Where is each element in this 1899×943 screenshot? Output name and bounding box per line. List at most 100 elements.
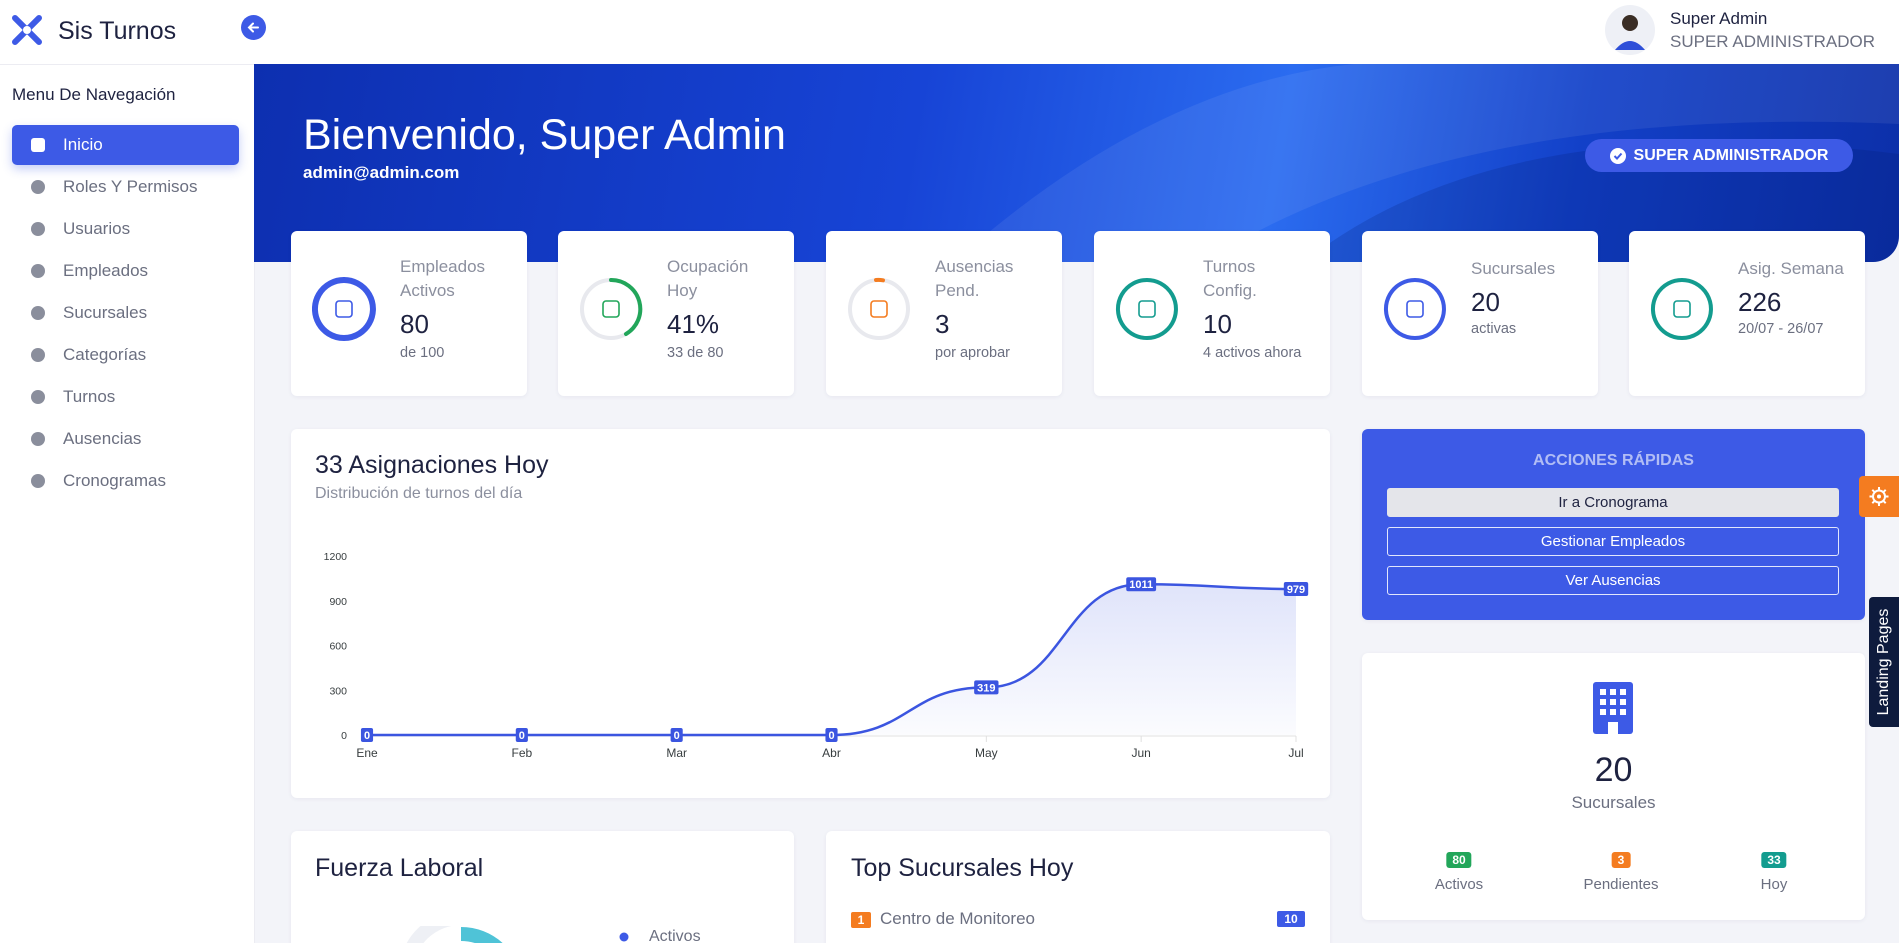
settings-tab[interactable]: [1859, 476, 1899, 517]
nav-item[interactable]: Categorías: [12, 335, 239, 375]
stat-value: 226: [1738, 287, 1782, 317]
sidebar: [0, 65, 255, 943]
x-tick-label: Feb: [511, 746, 532, 760]
gear-icon: [1869, 487, 1889, 506]
chart-card: 33 Asignaciones Hoy Distribución de turn…: [291, 429, 1330, 798]
nav-item[interactable]: Turnos: [12, 377, 239, 417]
y-tick-label: 1200: [324, 551, 348, 563]
nav-label: Empleados: [63, 261, 149, 280]
stat-value: 10: [1203, 309, 1232, 339]
rank-badge: 1: [851, 912, 871, 928]
x-tick-label: Mar: [666, 746, 687, 760]
quick-actions-title: ACCIONES RÁPIDAS: [1533, 452, 1694, 469]
nav-label: Ausencias: [63, 429, 142, 448]
stat-icon: [312, 277, 376, 341]
stat-label: Ausencias Pend.: [935, 257, 1014, 300]
x-tick-label: Abr: [822, 746, 841, 760]
stat-sub: activas: [1471, 321, 1517, 337]
y-tick-label: 300: [329, 685, 347, 697]
stat-label: Ocupación Hoy: [667, 257, 749, 300]
quick-action-button[interactable]: Ver Ausencias: [1387, 566, 1839, 595]
nav-item[interactable]: Sucursales: [12, 293, 239, 333]
stat-icon: [580, 277, 643, 340]
nav-item[interactable]: Cronogramas: [12, 461, 239, 501]
chart-title: 33 Asignaciones Hoy: [315, 451, 549, 479]
data-label-box: [670, 728, 683, 742]
nav-item[interactable]: Roles Y Permisos: [12, 167, 239, 207]
nav-icon: [31, 222, 45, 236]
stat-label: Asig. Semana: [1738, 259, 1844, 278]
stat-card: Sucursales 20 activas: [1362, 231, 1598, 396]
data-label: 0: [519, 730, 525, 742]
stat-icon: [1383, 278, 1446, 340]
top-branches-title: Top Sucursales Hoy: [851, 854, 1074, 882]
data-label: 1011: [1129, 579, 1153, 591]
quick-action-button[interactable]: Ir a Cronograma: [1387, 488, 1839, 517]
stat-sub: 4 activos ahora: [1203, 345, 1302, 361]
user-avatar[interactable]: [1604, 4, 1656, 56]
y-tick-label: 900: [329, 596, 347, 608]
banner-email: admin@admin.com: [303, 163, 460, 182]
data-label-box: [1283, 581, 1309, 596]
nav-icon: [31, 432, 45, 446]
nav-label: Cronogramas: [63, 471, 166, 490]
x-tick-label: Jun: [1131, 746, 1150, 760]
branch-count: 10: [1277, 911, 1305, 927]
data-label: 0: [364, 730, 370, 742]
stat-sub: 20/07 - 26/07: [1738, 321, 1824, 337]
nav-item[interactable]: Ausencias: [12, 419, 239, 459]
nav-label: Inicio: [63, 135, 103, 154]
nav-item[interactable]: Empleados: [12, 251, 239, 291]
nav-icon: [31, 264, 45, 278]
stat-label: Turnos Config.: [1203, 257, 1257, 300]
top-branches-card: Top Sucursales Hoy 1 Centro de Monitoreo…: [826, 831, 1330, 943]
data-label: 0: [828, 730, 834, 742]
landing-pages-text: Landing Pages: [1875, 608, 1892, 716]
branch-badge-label: Hoy: [1760, 876, 1788, 893]
stat-value: 41%: [667, 309, 720, 339]
nav-icon: [31, 306, 45, 320]
nav-icon: [31, 348, 45, 362]
nav-label: Turnos: [63, 387, 116, 406]
branches-value: 20: [1594, 751, 1633, 789]
x-tick-label: Ene: [356, 746, 378, 760]
nav-icon: [31, 180, 45, 194]
stat-icon: [848, 277, 910, 340]
legend-label: Activos: [649, 928, 701, 943]
x-tick-label: Jul: [1288, 746, 1303, 760]
stat-value: 20: [1471, 287, 1500, 317]
nav-item[interactable]: Inicio: [12, 125, 239, 165]
role-badge: SUPER ADMINISTRADOR: [1585, 139, 1853, 172]
landing-pages-tab[interactable]: Landing Pages: [1869, 597, 1899, 727]
data-label-box: [825, 728, 838, 742]
quick-actions-card: ACCIONES RÁPIDAS Ir a Cronograma Gestiona…: [1362, 429, 1865, 620]
branches-card: 20 Sucursales 80 Activos 3 Pendientes 33 Hoy: [1362, 653, 1865, 920]
stat-card: Turnos Config. 10 4 activos ahora: [1094, 231, 1330, 396]
donut-chart: [406, 926, 503, 943]
branch-badge: 3: [1611, 852, 1631, 868]
branch-badge-label: Activos: [1434, 876, 1484, 893]
stat-card: Ocupación Hoy 41% 33 de 80: [558, 231, 794, 396]
data-label: 319: [977, 682, 995, 694]
branches-label: Sucursales: [1571, 793, 1656, 812]
workforce-card: Fuerza Laboral Activos: [291, 831, 794, 943]
line-chart: 0 300 600 900 1200 Ene 0 Feb 0 Mar 0 Abr 0 May 319 Jun 1…: [324, 551, 1309, 760]
quick-action-button[interactable]: Gestionar Empleados: [1387, 527, 1839, 556]
nav-label: Categorías: [63, 345, 147, 364]
nav-label: Roles Y Permisos: [63, 177, 198, 196]
check-icon: [1609, 147, 1626, 164]
nav-label: Sucursales: [63, 303, 148, 322]
sidebar-toggle[interactable]: [241, 15, 266, 40]
stat-card: Asig. Semana 226 20/07 - 26/07: [1629, 231, 1865, 396]
branch-badge: 80: [1446, 852, 1472, 868]
stat-label: Empleados Activos: [400, 257, 486, 300]
stat-icon: [1650, 278, 1713, 340]
nav-item[interactable]: Usuarios: [12, 209, 239, 249]
stat-value: 80: [400, 309, 429, 339]
stat-label: Sucursales: [1471, 259, 1556, 278]
building-icon: [1593, 682, 1633, 734]
legend-dot: [619, 932, 629, 942]
data-label-box: [1126, 577, 1157, 592]
banner-title: Bienvenido, Super Admin: [303, 111, 786, 159]
